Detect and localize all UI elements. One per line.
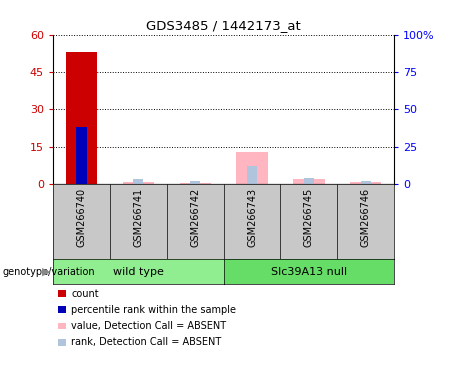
Text: GSM266745: GSM266745 — [304, 188, 314, 247]
Text: percentile rank within the sample: percentile rank within the sample — [71, 305, 236, 315]
Bar — [123, 182, 154, 184]
Text: Slc39A13 null: Slc39A13 null — [271, 266, 347, 277]
Text: value, Detection Call = ABSENT: value, Detection Call = ABSENT — [71, 321, 226, 331]
Bar — [361, 180, 371, 184]
Text: GSM266740: GSM266740 — [77, 188, 87, 247]
Text: ▶: ▶ — [41, 266, 50, 277]
Text: GSM266741: GSM266741 — [133, 188, 143, 247]
Title: GDS3485 / 1442173_at: GDS3485 / 1442173_at — [146, 19, 301, 32]
Text: wild type: wild type — [113, 266, 164, 277]
Text: genotype/variation: genotype/variation — [2, 266, 95, 277]
Bar — [179, 183, 211, 184]
Text: rank, Detection Call = ABSENT: rank, Detection Call = ABSENT — [71, 337, 222, 347]
Text: count: count — [71, 289, 99, 299]
Bar — [190, 181, 200, 184]
Bar — [293, 179, 325, 184]
Bar — [350, 182, 381, 184]
Bar — [247, 166, 257, 184]
Bar — [66, 52, 97, 184]
Text: GSM266742: GSM266742 — [190, 188, 200, 247]
Text: GSM266746: GSM266746 — [361, 188, 371, 247]
Text: GSM266743: GSM266743 — [247, 188, 257, 247]
Bar — [236, 152, 268, 184]
Bar — [133, 179, 143, 184]
Bar — [304, 177, 314, 184]
Bar — [77, 127, 87, 184]
